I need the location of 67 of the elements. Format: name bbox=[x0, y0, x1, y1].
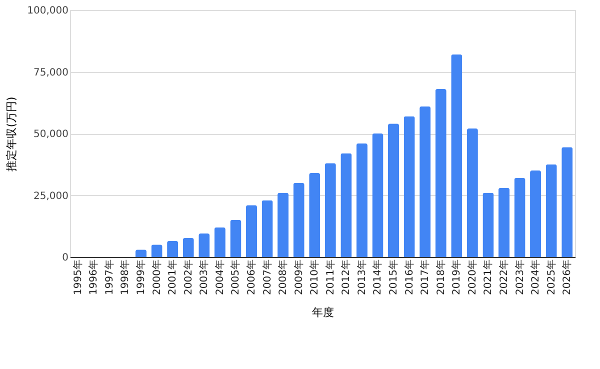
bar bbox=[324, 163, 336, 257]
x-tick-label: 2006年 bbox=[245, 260, 258, 295]
bar bbox=[182, 238, 194, 257]
y-tick-label: 0 bbox=[62, 252, 68, 264]
bar bbox=[498, 188, 510, 257]
bar bbox=[135, 250, 147, 257]
x-tick-label: 2026年 bbox=[561, 260, 574, 295]
x-tick-label: 2002年 bbox=[182, 260, 194, 295]
bar bbox=[388, 124, 400, 257]
x-tick-label: 2018年 bbox=[434, 260, 447, 295]
bar bbox=[230, 220, 242, 257]
bar bbox=[151, 244, 162, 257]
bar bbox=[451, 54, 462, 257]
x-tick-label: 2021年 bbox=[482, 260, 494, 295]
bar bbox=[340, 153, 352, 257]
y-tick-label: 50,000 bbox=[34, 129, 68, 140]
x-tick-label: 2004年 bbox=[214, 260, 226, 295]
x-tick-label: 2012年 bbox=[340, 260, 352, 295]
x-tick-label: 2003年 bbox=[198, 260, 210, 295]
bar bbox=[546, 164, 557, 257]
bar bbox=[278, 192, 289, 257]
bar bbox=[514, 178, 526, 257]
x-tick-label: 2000年 bbox=[150, 260, 163, 295]
bar bbox=[356, 143, 368, 257]
x-tick-label: 2010年 bbox=[308, 260, 321, 295]
bar bbox=[246, 205, 258, 257]
x-tick-label: 2005年 bbox=[230, 260, 242, 295]
x-tick-label: 2013年 bbox=[356, 260, 368, 295]
x-tick-label: 2022年 bbox=[498, 260, 510, 295]
x-tick-label: 2023年 bbox=[514, 260, 526, 295]
bar bbox=[372, 134, 384, 257]
bar bbox=[167, 240, 178, 257]
x-tick-label: 2025年 bbox=[545, 260, 558, 295]
x-tick-label: 2020年 bbox=[466, 260, 478, 295]
x-tick-label: 2015年 bbox=[388, 260, 400, 295]
x-tick-label: 2009年 bbox=[292, 260, 305, 295]
bar bbox=[262, 200, 273, 257]
bar bbox=[309, 173, 320, 257]
x-tick-label: 2001年 bbox=[166, 260, 179, 295]
bar bbox=[214, 227, 226, 257]
bar bbox=[435, 89, 446, 257]
y-axis-title: 推定年収(万円) bbox=[5, 96, 18, 172]
x-tick-label: 2008年 bbox=[277, 260, 290, 295]
bar bbox=[198, 234, 210, 257]
bar bbox=[530, 170, 542, 257]
x-tick-label: 2016年 bbox=[403, 260, 416, 295]
bar bbox=[562, 147, 573, 257]
bar bbox=[404, 116, 415, 257]
x-tick-label: 1996年 bbox=[88, 260, 100, 295]
x-tick-label: 2011年 bbox=[324, 260, 336, 295]
x-tick-label: 2024年 bbox=[530, 260, 542, 295]
x-tick-label: 1999年 bbox=[135, 260, 148, 295]
y-tick-label: 75,000 bbox=[34, 67, 68, 78]
x-tick-label: 1995年 bbox=[72, 260, 84, 295]
x-tick-label: 2019年 bbox=[450, 260, 463, 295]
x-tick-label: 2014年 bbox=[372, 260, 384, 295]
bar bbox=[420, 106, 431, 257]
x-tick-label: 2017年 bbox=[419, 260, 432, 295]
x-axis-title: 年度 bbox=[312, 306, 334, 319]
bar bbox=[482, 192, 494, 257]
x-tick-label: 1997年 bbox=[103, 260, 116, 295]
x-tick-label: 1998年 bbox=[119, 260, 132, 295]
bar bbox=[293, 182, 304, 257]
y-tick-label: 100,000 bbox=[27, 6, 68, 16]
bar bbox=[466, 128, 478, 257]
y-tick-label: 25,000 bbox=[34, 190, 68, 202]
x-tick-label: 2007年 bbox=[261, 260, 274, 295]
